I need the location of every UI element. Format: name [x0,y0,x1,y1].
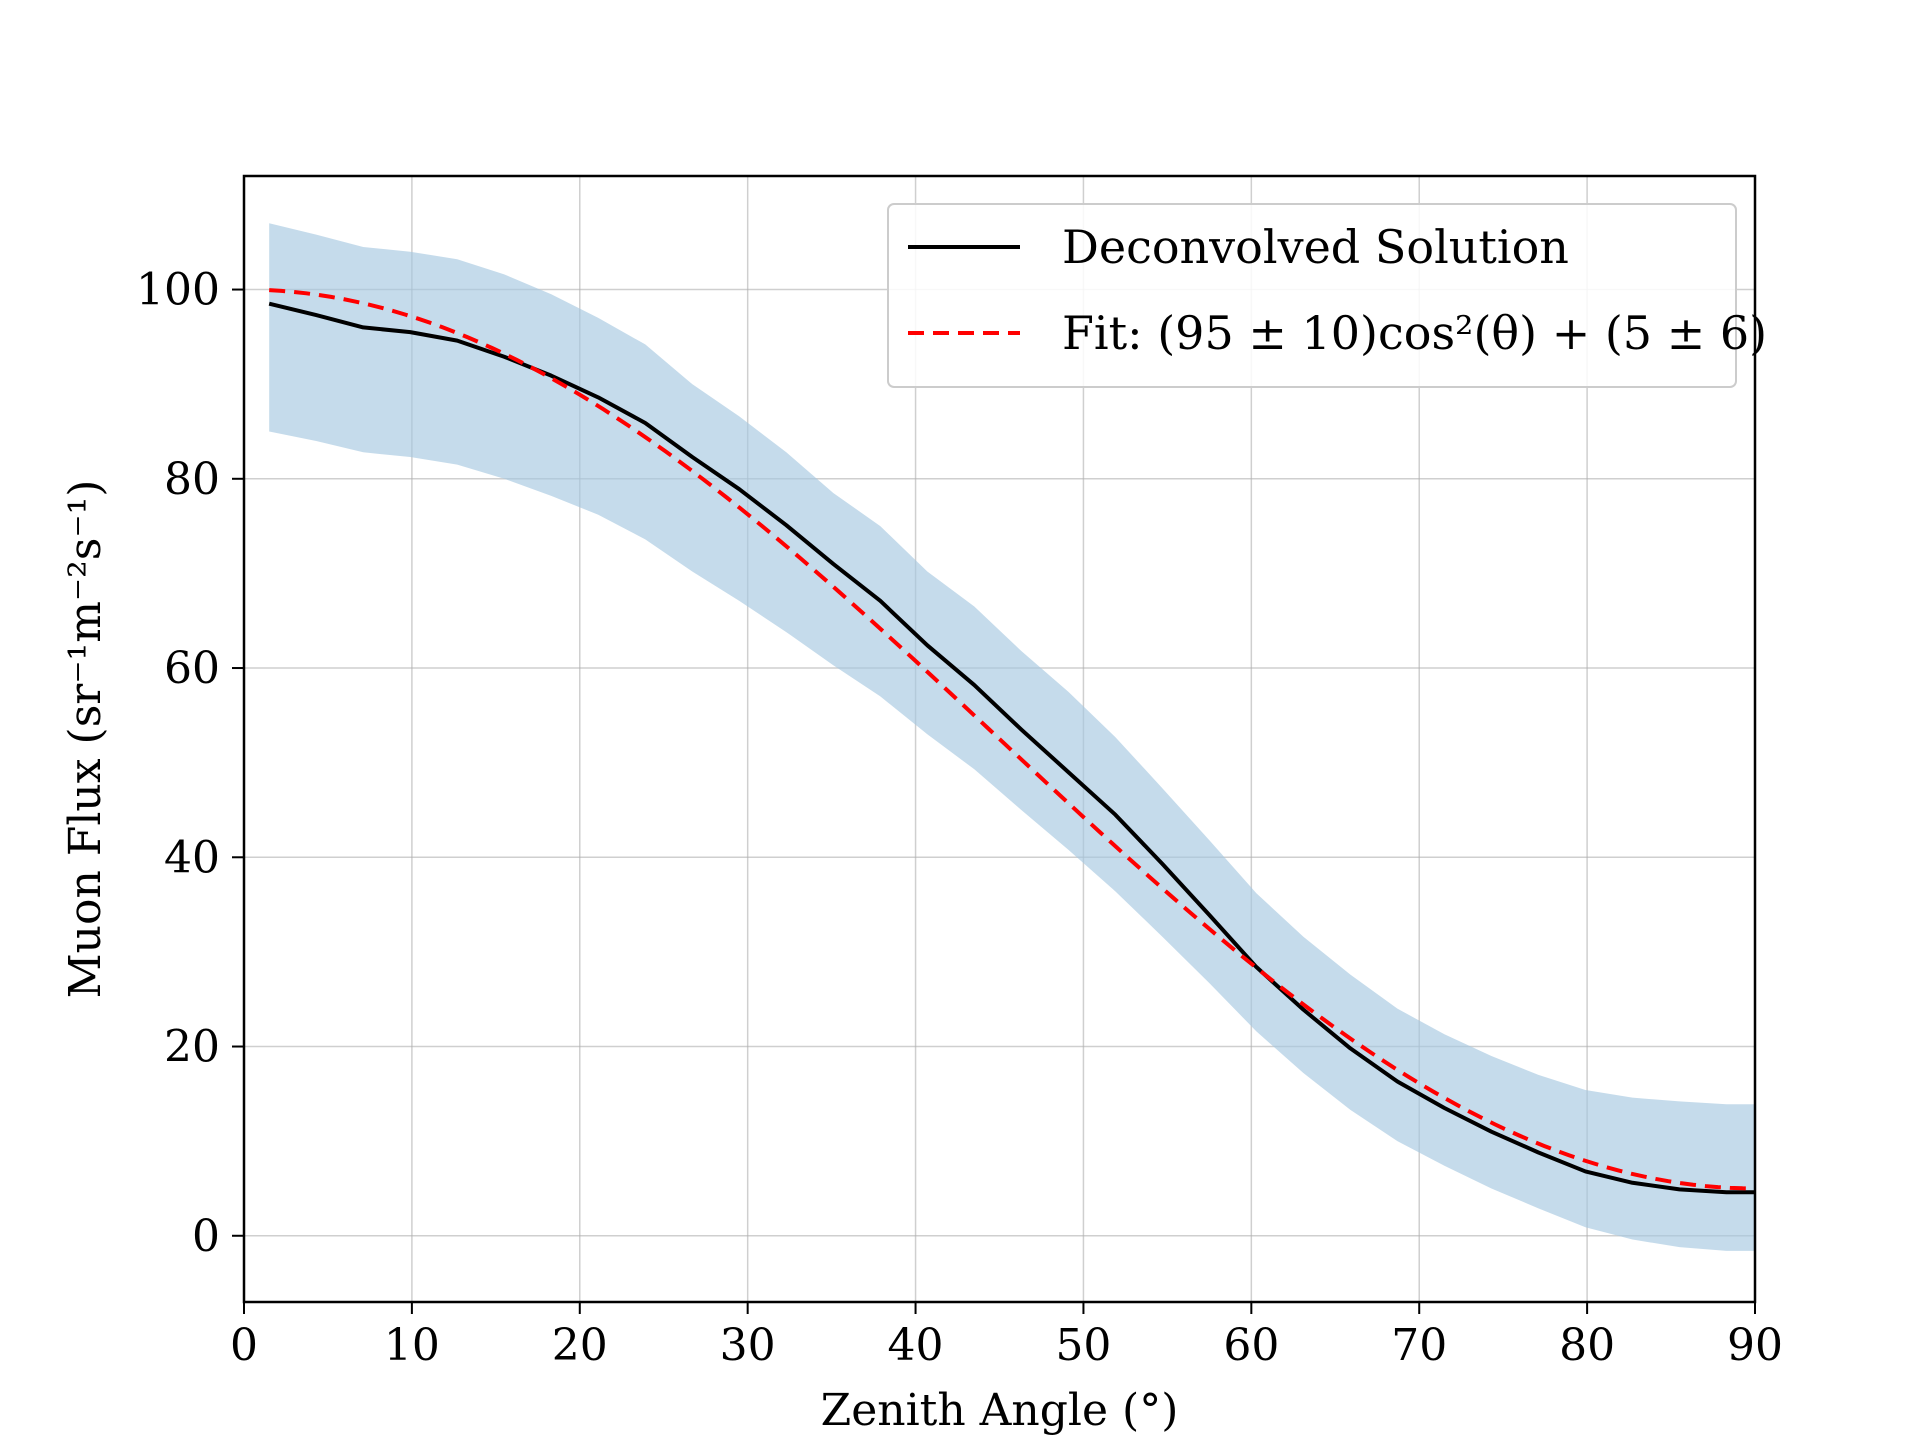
y-tick-label: 40 [164,832,220,883]
legend-entry-deconvolved: Deconvolved Solution [1062,220,1569,274]
y-tick-label: 0 [192,1211,220,1262]
y-tick-label: 100 [136,265,220,316]
plot-frame [242,174,1757,1304]
axis-ticks: 0 10 20 30 40 50 60 70 80 90 0 20 40 60 80 100 [136,265,1783,1371]
legend: Deconvolved Solution Fit: (95 ± 10)cos²(… [887,203,1767,388]
x-tick-label: 80 [1559,1320,1615,1371]
uncertainty-band [269,223,1755,1251]
y-axis-label: Muon Flux (sr⁻¹m⁻²s⁻¹) [60,480,111,999]
legend-box [887,203,1737,388]
y-tick-label: 20 [164,1022,220,1073]
x-tick-label: 10 [384,1320,440,1371]
y-tick-label: 80 [164,454,220,505]
x-tick-label: 70 [1391,1320,1447,1371]
series-line-fit [269,288,1756,1191]
x-tick-label: 90 [1727,1320,1783,1371]
x-tick-label: 30 [720,1320,776,1371]
x-tick-label: 40 [888,1320,944,1371]
x-axis-label: Zenith Angle (°) [821,1385,1179,1436]
x-tick-label: 0 [230,1320,258,1371]
legend-entry-fit: Fit: (95 ± 10)cos²(θ) + (5 ± 6) [1062,306,1767,360]
x-tick-label: 60 [1223,1320,1279,1371]
y-tick-label: 60 [164,643,220,694]
x-tick-label: 50 [1055,1320,1111,1371]
series-lines [268,288,1756,1195]
x-tick-label: 20 [552,1320,608,1371]
band-deconvolved-solution [269,223,1755,1251]
